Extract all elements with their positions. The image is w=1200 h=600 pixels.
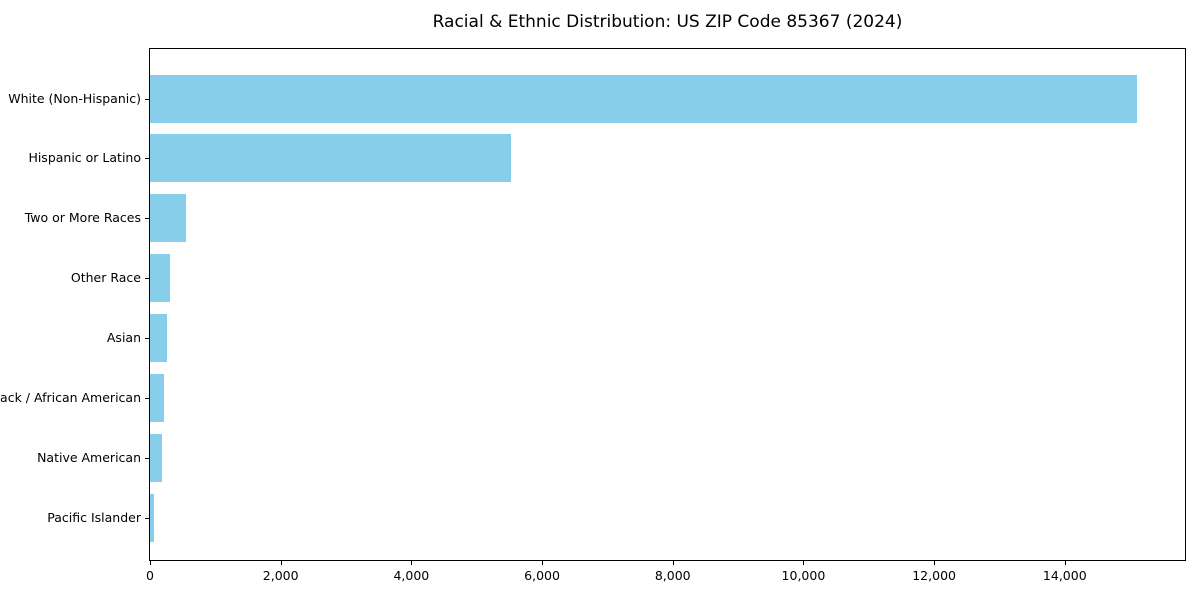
bar-asian — [150, 314, 167, 363]
y-tick-mark — [145, 517, 149, 519]
y-tick-label: Black / African American — [0, 390, 141, 405]
chart-title: Racial & Ethnic Distribution: US ZIP Cod… — [432, 12, 903, 32]
y-tick-label: Pacific Islander — [47, 509, 141, 525]
y-tick-mark — [145, 398, 149, 399]
x-tick-label: 0 — [146, 568, 154, 583]
x-tick-mark — [1064, 561, 1066, 565]
y-tick-label: White (Non-Hispanic) — [8, 90, 141, 106]
bar-white-non-hispanic — [150, 74, 1137, 123]
x-tick-label: 8,000 — [654, 568, 691, 583]
bar-other-race — [150, 254, 170, 303]
bar-hispanic-or-latino — [150, 134, 512, 183]
bar-pacific-islander — [150, 493, 154, 542]
x-tick-label: 6,000 — [524, 568, 560, 583]
x-tick-mark — [280, 561, 282, 565]
x-tick-label: 10,000 — [781, 568, 826, 583]
y-tick-label: Other Race — [70, 270, 141, 286]
x-tick-label: 2,000 — [262, 568, 299, 583]
bar-native-american — [150, 433, 162, 482]
x-tick-label: 4,000 — [393, 568, 430, 583]
y-tick-mark — [145, 457, 149, 459]
y-tick-mark — [145, 158, 149, 160]
bar-black-african-american — [150, 374, 165, 422]
y-tick-mark — [145, 278, 149, 280]
y-tick-mark — [145, 338, 149, 340]
x-tick-mark — [934, 561, 936, 565]
y-tick-mark — [145, 218, 149, 220]
y-tick-label: Hispanic or Latino — [28, 150, 141, 166]
y-tick-label: Native American — [37, 449, 141, 465]
x-tick-label: 14,000 — [1042, 568, 1087, 583]
y-tick-label: Asian — [106, 330, 141, 346]
bar-two-or-more-races — [150, 194, 186, 243]
x-tick-mark — [411, 561, 413, 565]
x-tick-mark — [542, 561, 544, 565]
x-tick-label: 12,000 — [912, 568, 956, 583]
x-tick-mark — [803, 561, 805, 565]
x-tick-mark — [672, 561, 674, 565]
x-tick-mark — [150, 561, 151, 565]
y-tick-mark — [145, 98, 149, 100]
plot-area: White (Non-Hispanic) Hispanic or Latino Tw… — [0, 48, 1186, 583]
y-tick-label: Two or More Races — [24, 210, 141, 226]
